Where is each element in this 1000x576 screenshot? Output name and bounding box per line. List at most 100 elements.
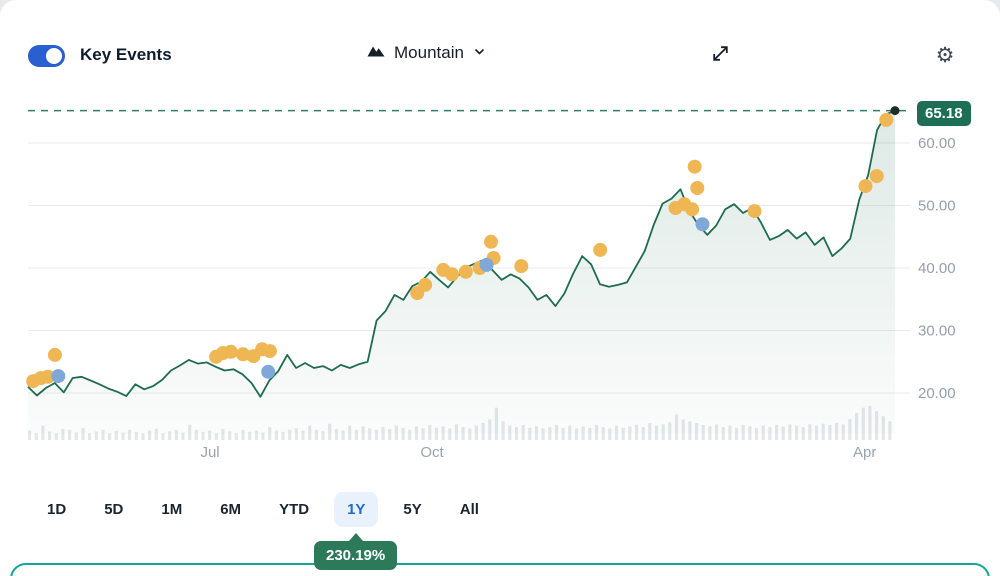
range-button-all[interactable]: All: [459, 501, 479, 518]
key-event-marker-yellow[interactable]: [236, 347, 250, 362]
volume-bar: [314, 429, 318, 440]
volume-bar: [288, 429, 292, 440]
key-event-marker-yellow[interactable]: [747, 204, 762, 219]
range-button-5d[interactable]: 5D: [104, 501, 124, 518]
volume-bar: [114, 430, 118, 440]
volume-bar: [28, 430, 32, 440]
chart-type-selector[interactable]: Mountain: [367, 43, 486, 63]
volume-bar: [161, 433, 165, 440]
volume-bar: [281, 431, 285, 440]
expand-icon: [710, 43, 731, 69]
key-event-marker-yellow[interactable]: [690, 181, 705, 195]
volume-bar: [128, 429, 132, 440]
volume-bar: [34, 433, 38, 440]
volume-bar: [61, 428, 65, 440]
y-axis-label: 30.00: [918, 323, 956, 340]
volume-bar: [214, 433, 218, 440]
key-event-marker-yellow[interactable]: [869, 169, 884, 184]
volume-bar: [388, 429, 392, 440]
key-event-marker-yellow[interactable]: [418, 277, 433, 292]
volume-bar: [88, 433, 92, 440]
volume-bar: [81, 428, 85, 440]
key-event-marker-yellow[interactable]: [458, 264, 473, 279]
volume-bar: [74, 432, 78, 440]
price-chart[interactable]: 60.00 50.00 40.00 30.00 20.00: [0, 90, 1000, 450]
volume-bar: [134, 431, 138, 440]
volume-bar: [168, 431, 172, 440]
key-event-marker-blue[interactable]: [479, 257, 494, 272]
key-event-marker-yellow[interactable]: [47, 347, 62, 362]
last-price-badge: 65.18: [917, 101, 971, 126]
key-event-marker-yellow[interactable]: [685, 202, 700, 217]
range-button-5y[interactable]: 5Y: [403, 501, 422, 518]
volume-bar: [154, 428, 158, 440]
x-axis-labels: Jul Oct Apr: [0, 444, 1000, 464]
volume-bar: [194, 429, 198, 440]
volume-bar: [421, 428, 425, 440]
volume-bar: [254, 430, 258, 440]
key-event-marker-yellow[interactable]: [40, 369, 55, 384]
volume-bar: [54, 433, 58, 440]
volume-bar: [48, 431, 52, 440]
y-axis-label: 60.00: [918, 135, 956, 152]
settings-button[interactable]: ⚙: [930, 41, 960, 69]
range-selector: 1D 5D 1M 6M YTD 1Y 5Y All: [34, 492, 492, 527]
volume-bar: [201, 431, 205, 440]
key-event-marker-yellow[interactable]: [445, 267, 459, 282]
volume-bar: [248, 431, 252, 440]
key-events-label: Key Events: [80, 45, 172, 64]
x-axis-label: Apr: [852, 444, 877, 461]
volume-bar: [354, 429, 358, 440]
chart-type-label: Mountain: [394, 43, 464, 62]
volume-bar: [121, 432, 125, 440]
mountain-icon: [367, 43, 385, 63]
key-event-marker-yellow[interactable]: [262, 344, 277, 359]
volume-bar: [368, 428, 372, 440]
volume-bar: [448, 428, 452, 440]
price-chart-canvas: 60.00 50.00 40.00 30.00 20.00: [26, 106, 956, 440]
key-event-marker-yellow[interactable]: [223, 344, 238, 359]
key-event-marker-yellow[interactable]: [593, 242, 608, 257]
gear-icon: ⚙: [935, 43, 955, 67]
key-events-toggle[interactable]: [28, 45, 65, 67]
volume-bar: [574, 428, 579, 440]
volume-bar: [94, 431, 98, 440]
volume-bar: [608, 428, 612, 440]
key-event-marker-yellow[interactable]: [484, 234, 498, 249]
chevron-down-icon: [473, 43, 486, 63]
volume-bar: [301, 430, 305, 440]
volume-bar: [228, 431, 232, 440]
volume-bar: [241, 429, 245, 440]
volume-bar: [541, 428, 545, 440]
toggle-knob: [46, 48, 62, 64]
range-button-1m[interactable]: 1M: [161, 501, 183, 518]
key-event-marker-yellow[interactable]: [858, 179, 873, 194]
volume-bar: [408, 429, 412, 440]
volume-bar: [341, 430, 345, 440]
key-event-marker-blue[interactable]: [695, 217, 710, 232]
volume-bar: [294, 428, 298, 440]
volume-bar: [468, 428, 472, 440]
volume-bar: [221, 429, 225, 440]
range-button-6m[interactable]: 6M: [220, 501, 242, 518]
volume-bar: [334, 429, 338, 440]
change-badge: 230.19%: [314, 541, 398, 570]
y-axis-label: 50.00: [918, 198, 956, 215]
volume-bar: [274, 430, 278, 440]
range-button-ytd[interactable]: YTD: [279, 501, 310, 518]
volume-bar: [108, 433, 112, 440]
key-event-marker-blue[interactable]: [51, 369, 66, 384]
volume-bar: [234, 433, 238, 440]
y-axis-label: 20.00: [918, 385, 956, 402]
expand-button[interactable]: [706, 42, 734, 70]
key-event-marker-blue[interactable]: [261, 364, 276, 379]
volume-bar: [141, 433, 145, 440]
volume-bar: [148, 430, 152, 440]
key-event-marker-yellow[interactable]: [879, 112, 894, 127]
key-event-marker-yellow[interactable]: [687, 159, 702, 174]
range-button-1d[interactable]: 1D: [47, 501, 67, 518]
range-button-1y[interactable]: 1Y: [334, 492, 379, 527]
key-event-marker-yellow[interactable]: [514, 259, 529, 274]
